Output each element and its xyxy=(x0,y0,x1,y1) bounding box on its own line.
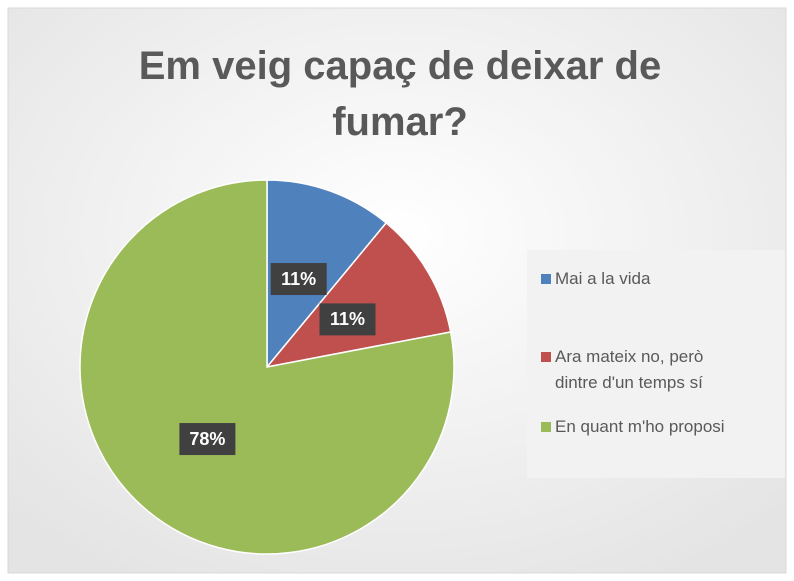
legend-item: En quant m'ho proposi xyxy=(541,414,775,440)
chart-title: Em veig capaç de deixar de fumar? xyxy=(138,44,662,144)
legend-swatch xyxy=(541,274,551,284)
pie-slice xyxy=(79,179,455,555)
legend-swatch xyxy=(541,352,551,362)
legend-label: Mai a la vida xyxy=(555,269,651,288)
data-label-box xyxy=(270,263,327,296)
legend-item: Ara mateix no, però dintre d'un temps sí xyxy=(541,344,775,396)
data-label: 11% xyxy=(281,269,316,289)
data-label: 11% xyxy=(330,309,365,329)
data-label-box xyxy=(179,423,236,456)
legend-item: Mai a la vida xyxy=(541,266,775,292)
legend-swatch xyxy=(541,422,551,432)
pie: 11% 11% 78% xyxy=(79,179,455,555)
data-label: 78% xyxy=(189,429,225,449)
data-label-box xyxy=(319,303,376,336)
legend-label: En quant m'ho proposi xyxy=(555,417,725,436)
pie-slice xyxy=(265,221,452,369)
legend-label: Ara mateix no, però dintre d'un temps sí xyxy=(555,347,704,392)
legend: Mai a la vida Ara mateix no, però dintre … xyxy=(527,250,785,478)
